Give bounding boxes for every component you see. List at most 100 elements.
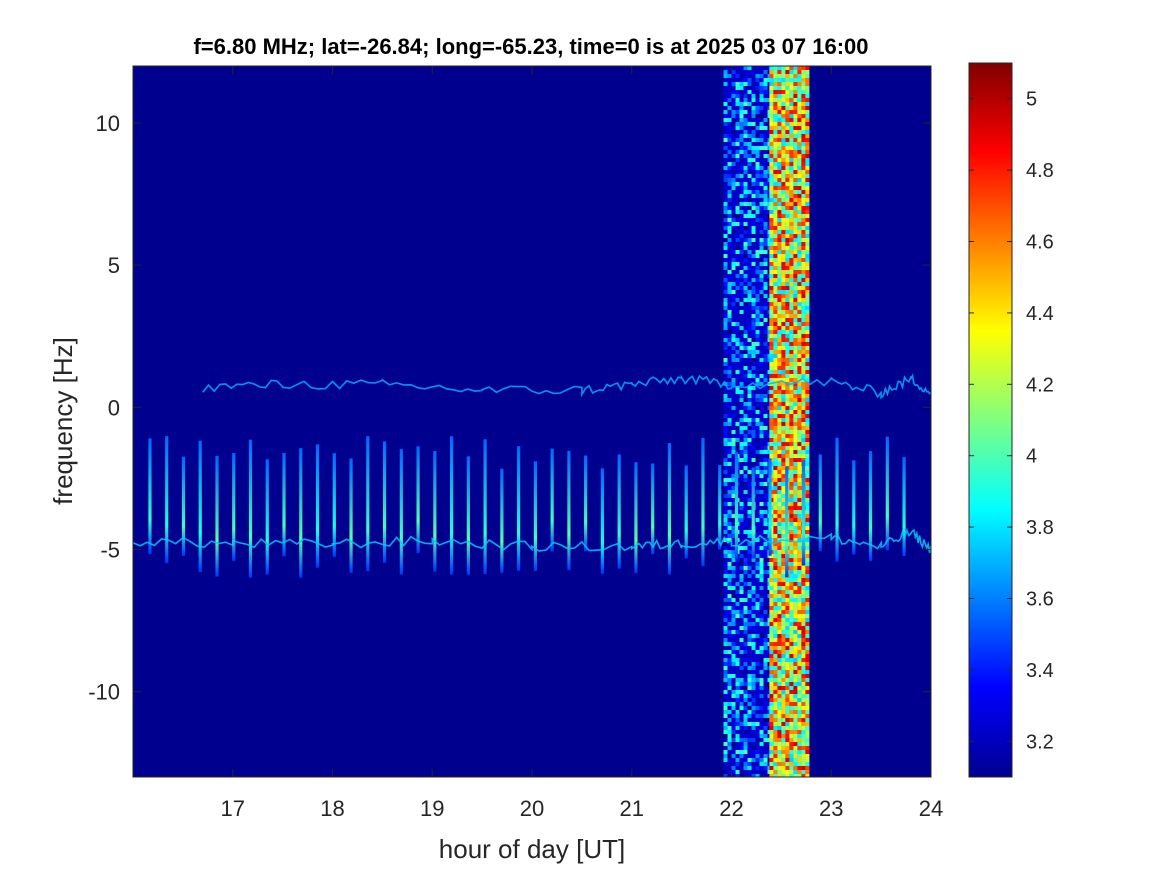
noise-cell <box>789 266 794 270</box>
noise-cell <box>793 162 798 166</box>
noise-cell <box>747 578 752 582</box>
noise-cell <box>785 686 790 690</box>
noise-cell <box>763 354 768 358</box>
noise-cell <box>751 210 756 214</box>
noise-cell <box>781 754 786 758</box>
noise-cell <box>805 78 810 82</box>
noise-cell <box>805 762 810 766</box>
noise-cell <box>777 578 782 582</box>
noise-cell <box>763 394 768 398</box>
noise-cell <box>769 166 774 170</box>
noise-cell <box>797 134 802 138</box>
noise-cell <box>727 438 732 442</box>
noise-cell <box>731 118 736 122</box>
noise-cell <box>801 94 806 98</box>
noise-cell <box>773 650 778 654</box>
noise-cell <box>755 306 760 310</box>
noise-cell <box>743 626 748 630</box>
noise-cell <box>723 646 728 650</box>
noise-cell <box>793 158 798 162</box>
noise-cell <box>793 262 798 266</box>
noise-cell <box>735 722 740 726</box>
noise-cell <box>793 142 798 146</box>
noise-cell <box>731 158 736 162</box>
noise-cell <box>751 358 756 362</box>
noise-cell <box>797 554 802 558</box>
noise-cell <box>773 538 778 542</box>
noise-cell <box>759 486 764 490</box>
noise-cell <box>789 226 794 230</box>
noise-cell <box>735 102 740 106</box>
noise-cell <box>781 262 786 266</box>
noise-cell <box>759 274 764 278</box>
noise-cell <box>789 306 794 310</box>
noise-cell <box>801 238 806 242</box>
noise-cell <box>743 82 748 86</box>
noise-cell <box>781 406 786 410</box>
noise-cell <box>769 586 774 590</box>
noise-cell <box>723 134 728 138</box>
noise-cell <box>797 770 802 774</box>
noise-cell <box>785 338 790 342</box>
noise-cell <box>781 94 786 98</box>
noise-cell <box>731 250 736 254</box>
x-tick-label: 20 <box>520 796 544 821</box>
noise-cell <box>739 638 744 642</box>
noise-cell <box>723 102 728 106</box>
noise-cell <box>781 474 786 478</box>
noise-cell <box>747 370 752 374</box>
noise-cell <box>751 570 756 574</box>
noise-cell <box>739 490 744 494</box>
noise-cell <box>759 502 764 506</box>
noise-cell <box>789 194 794 198</box>
noise-cell <box>735 90 740 94</box>
noise-cell <box>801 654 806 658</box>
noise-cell <box>781 86 786 90</box>
burst-mark <box>768 458 772 556</box>
noise-cell <box>743 454 748 458</box>
noise-cell <box>755 330 760 334</box>
noise-cell <box>751 346 756 350</box>
noise-cell <box>769 298 774 302</box>
noise-cell <box>751 586 756 590</box>
noise-cell <box>781 154 786 158</box>
noise-cell <box>789 626 794 630</box>
noise-cell <box>781 286 786 290</box>
noise-cell <box>747 234 752 238</box>
noise-cell <box>747 594 752 598</box>
noise-cell <box>769 634 774 638</box>
noise-cell <box>763 486 768 490</box>
noise-cell <box>805 234 810 238</box>
noise-cell <box>723 702 728 706</box>
noise-cell <box>743 678 748 682</box>
noise-cell <box>755 106 760 110</box>
noise-cell <box>773 574 778 578</box>
noise-cell <box>755 94 760 98</box>
noise-cell <box>747 482 752 486</box>
noise-cell <box>785 398 790 402</box>
noise-cell <box>731 590 736 594</box>
noise-cell <box>789 290 794 294</box>
noise-cell <box>805 430 810 434</box>
noise-cell <box>747 498 752 502</box>
noise-cell <box>769 86 774 90</box>
noise-cell <box>773 314 778 318</box>
noise-cell <box>727 554 732 558</box>
noise-cell <box>789 618 794 622</box>
noise-cell <box>781 758 786 762</box>
noise-cell <box>781 598 786 602</box>
noise-cell <box>747 418 752 422</box>
noise-cell <box>747 474 752 478</box>
noise-cell <box>781 738 786 742</box>
noise-cell <box>789 738 794 742</box>
noise-cell <box>805 478 810 482</box>
noise-cell <box>769 618 774 622</box>
noise-cell <box>727 366 732 370</box>
noise-cell <box>743 238 748 242</box>
noise-cell <box>763 482 768 486</box>
noise-cell <box>735 690 740 694</box>
noise-cell <box>743 122 748 126</box>
noise-cell <box>723 506 728 510</box>
noise-cell <box>755 774 760 777</box>
noise-cell <box>759 394 764 398</box>
